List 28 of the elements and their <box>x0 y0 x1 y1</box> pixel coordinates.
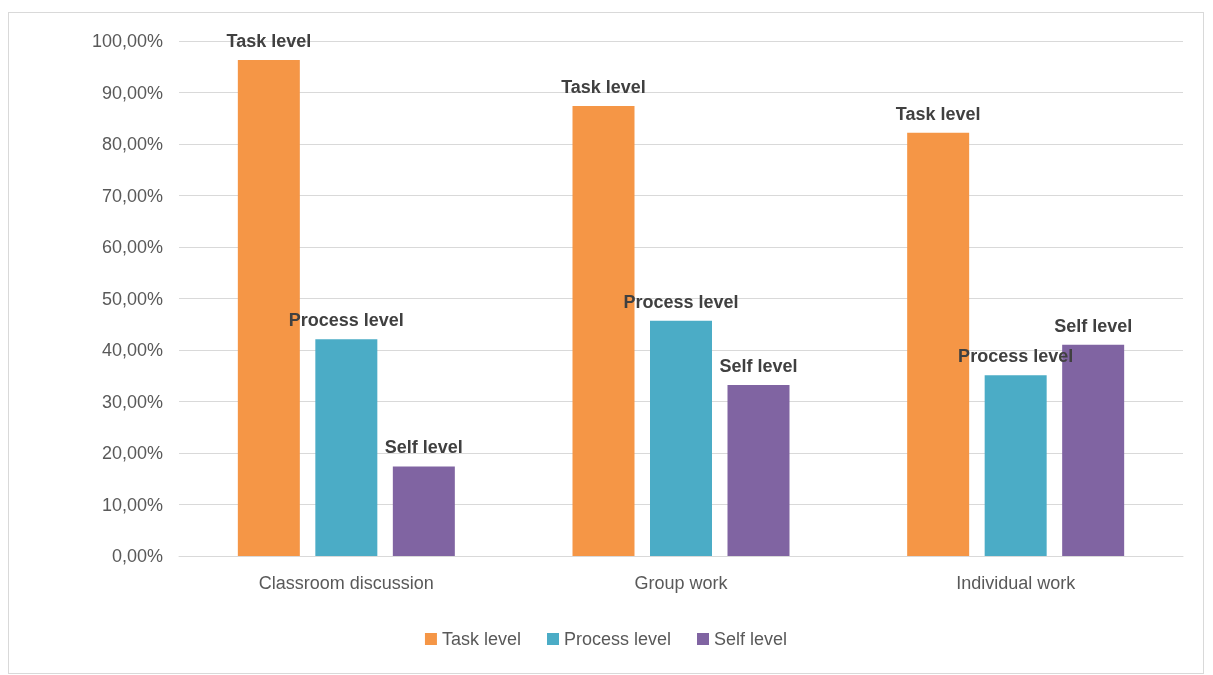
y-tick-label: 20,00% <box>101 443 163 463</box>
text: Task level <box>895 103 981 124</box>
bar <box>727 385 790 556</box>
text: Self level <box>719 356 798 377</box>
legend-label: Task level <box>441 629 521 649</box>
text: Self level <box>1054 315 1133 336</box>
x-tick-label: Classroom discussion <box>258 573 434 593</box>
bar <box>650 320 712 556</box>
bar <box>392 466 455 556</box>
y-tick-label: 10,00% <box>101 494 163 515</box>
y-tick-label: 40,00% <box>101 340 163 360</box>
text: Task level <box>561 76 646 97</box>
bar <box>315 339 378 556</box>
y-tick-label: 0,00% <box>111 546 163 566</box>
y-tick-label: 60,00% <box>101 237 163 257</box>
y-tick-label: 90,00% <box>101 82 163 103</box>
x-tick-label: Individual work <box>956 573 1077 593</box>
bar <box>984 375 1047 556</box>
y-tick-label: 70,00% <box>101 185 163 206</box>
legend-label: Process level <box>563 629 672 649</box>
x-tick-label: Group work <box>634 573 729 593</box>
y-tick-label: 30,00% <box>101 391 163 412</box>
legend-label: Self level <box>714 629 788 649</box>
y-tick-label: 100,00% <box>91 31 163 51</box>
y-tick-label: 80,00% <box>101 134 163 154</box>
text: Task level <box>226 31 312 52</box>
text: Self level <box>384 437 463 458</box>
y-tick-label: 50,00% <box>101 288 163 309</box>
